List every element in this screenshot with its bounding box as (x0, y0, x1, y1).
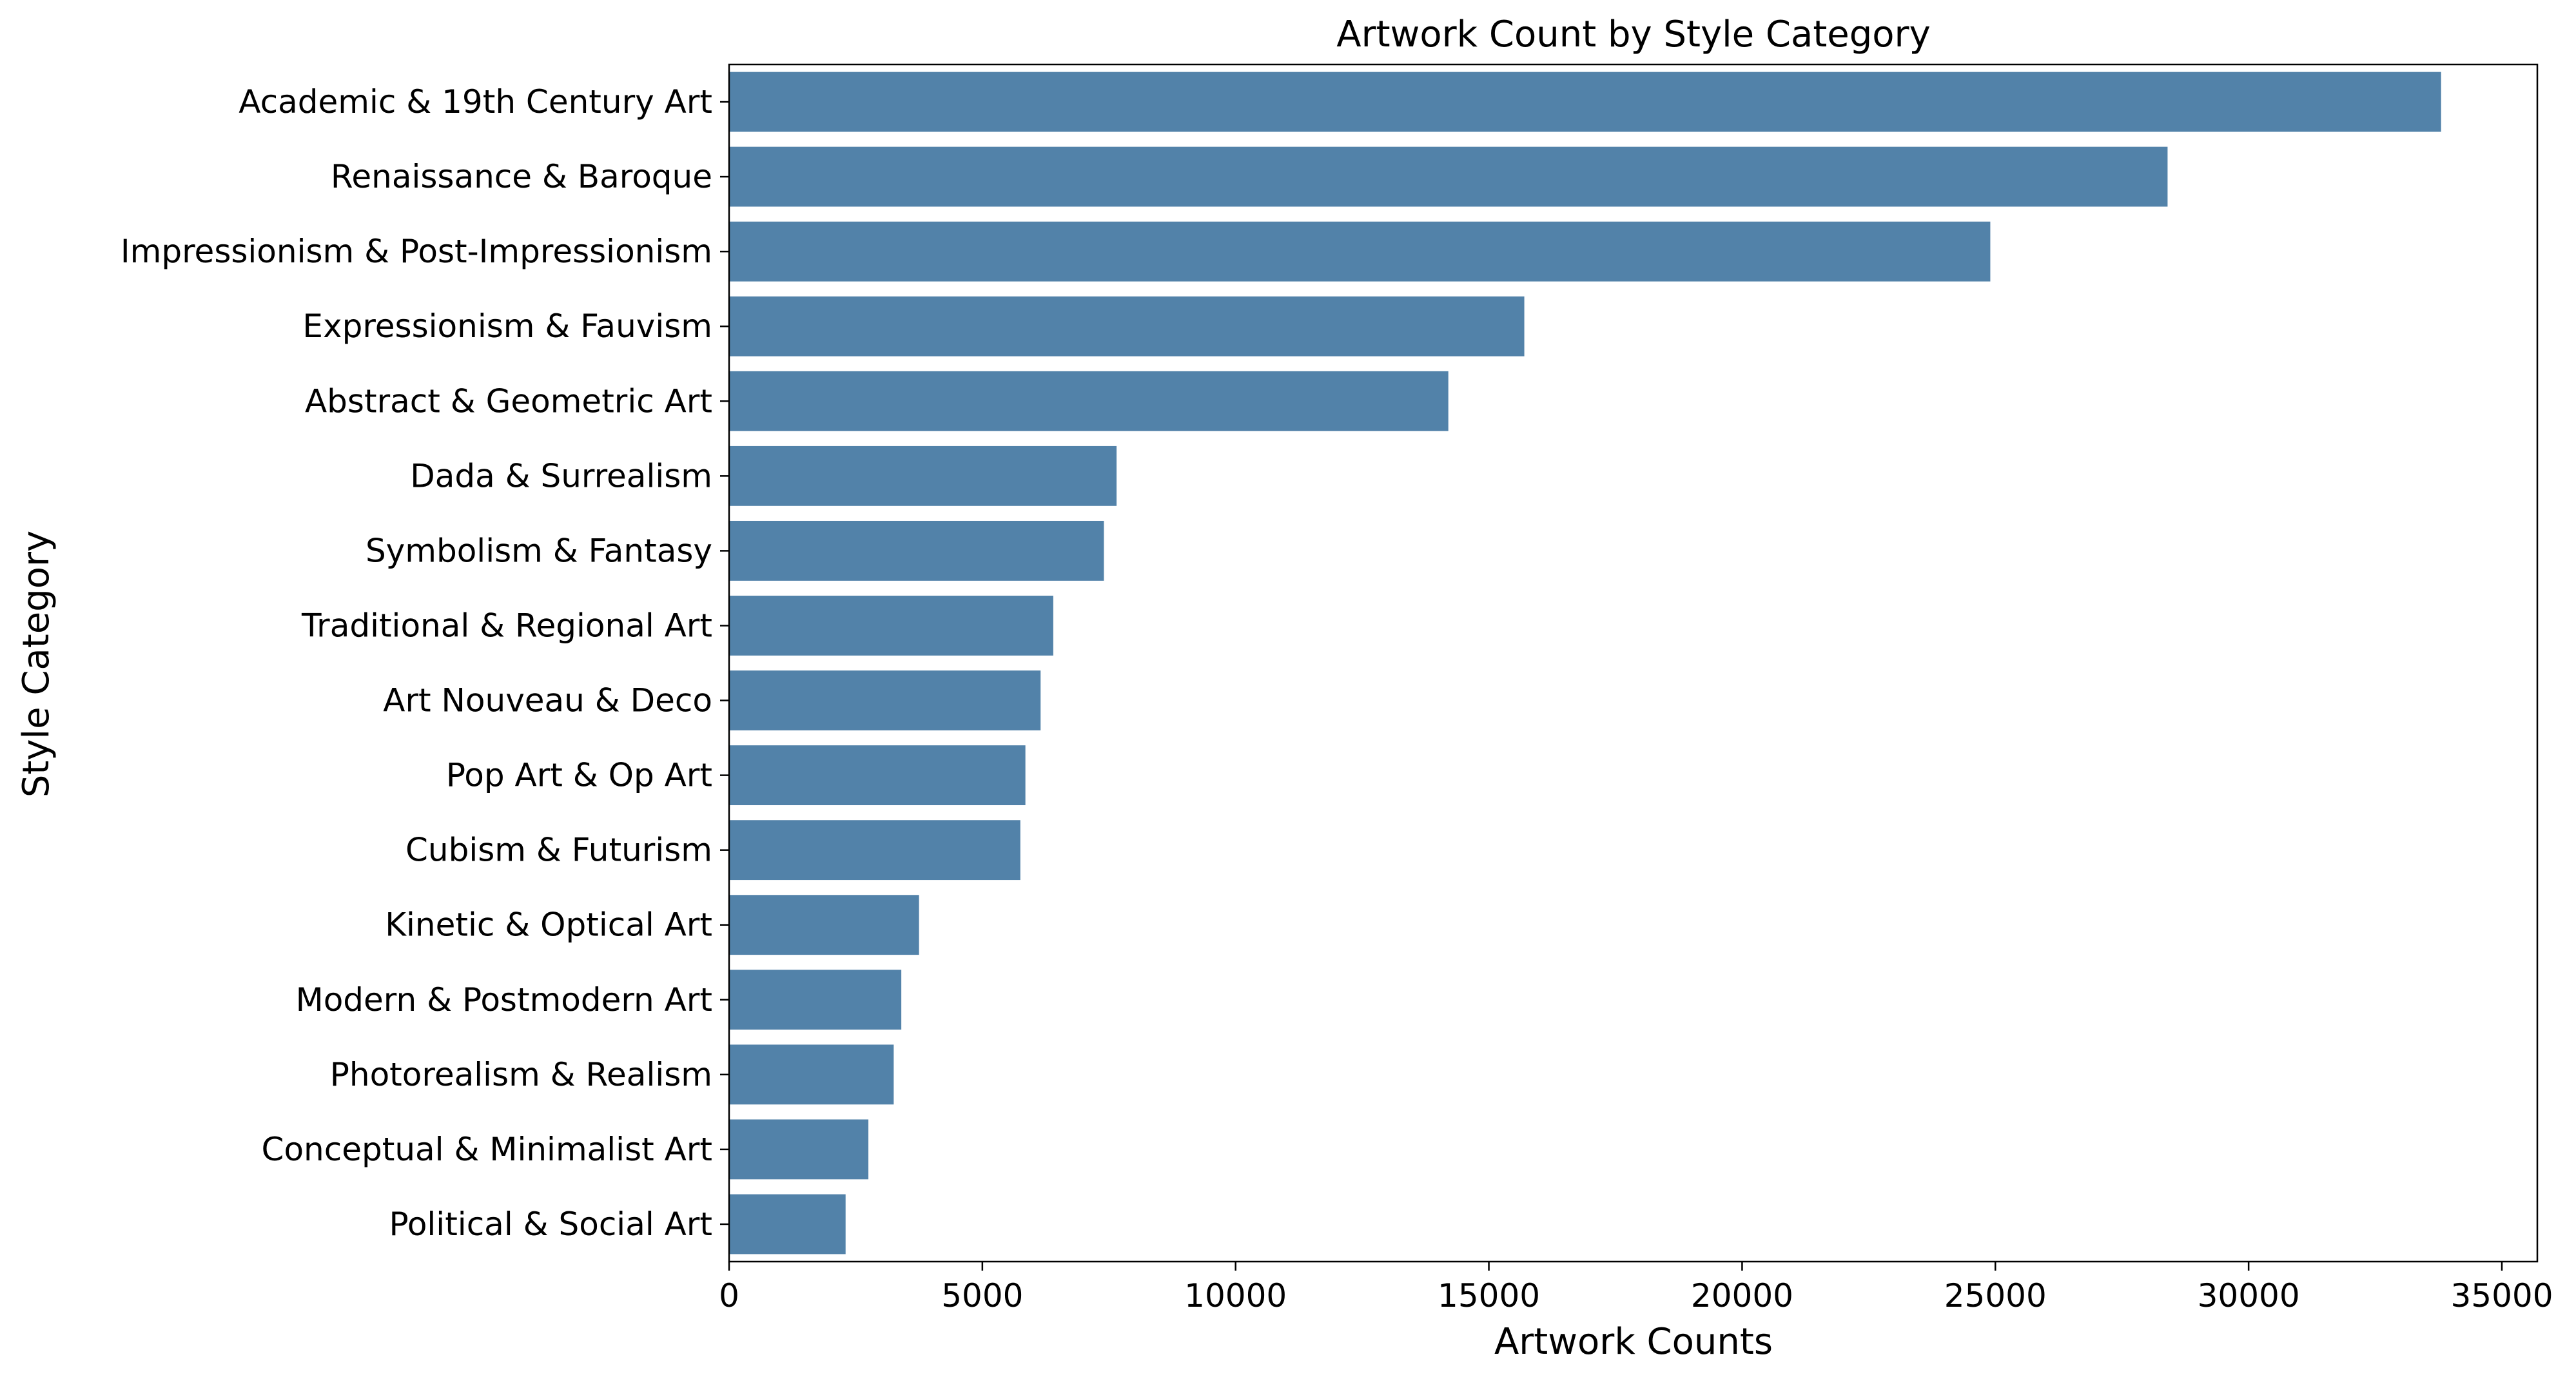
bar (729, 371, 1449, 431)
plot-frame (728, 63, 2539, 1263)
bar (729, 820, 1020, 881)
y-tick-label: Conceptual & Minimalist Art (262, 1131, 712, 1168)
y-tick-label: Symbolism & Fantasy (366, 532, 712, 569)
bar (729, 1044, 894, 1105)
y-tick-label: Abstract & Geometric Art (305, 382, 712, 420)
y-tick-label: Modern & Postmodern Art (296, 981, 712, 1019)
x-tick-label: 25000 (1944, 1277, 2047, 1314)
x-tick-label: 0 (719, 1277, 739, 1314)
bar (729, 1119, 869, 1180)
bar (729, 670, 1041, 730)
y-tick-label: Kinetic & Optical Art (385, 906, 712, 944)
x-tick-label: 5000 (941, 1277, 1023, 1314)
bar (729, 72, 2441, 132)
y-tick-label: Pop Art & Op Art (446, 757, 712, 794)
bar (729, 895, 919, 955)
bar (729, 520, 1104, 581)
bar (729, 596, 1053, 656)
chart-title: Artwork Count by Style Category (1336, 14, 1930, 55)
bar (729, 745, 1026, 806)
y-tick-label: Impressionism & Post-Impressionism (121, 233, 712, 270)
y-tick-label: Photorealism & Realism (330, 1056, 712, 1093)
bar (729, 445, 1117, 506)
y-tick-label: Art Nouveau & Deco (383, 682, 712, 719)
y-tick-label: Expressionism & Fauvism (302, 308, 712, 345)
bars-layer (729, 72, 2441, 1255)
bar (729, 221, 1991, 282)
x-tick-label: 20000 (1691, 1277, 1793, 1314)
y-tick-label: Traditional & Regional Art (301, 607, 712, 644)
y-axis-ticks: Academic & 19th Century Art Renaissance &… (121, 83, 729, 1243)
y-tick-label: Cubism & Futurism (405, 832, 712, 869)
bar (729, 296, 1525, 356)
y-tick-label: Political & Social Art (389, 1206, 712, 1243)
y-axis-label: Style Category (15, 531, 57, 797)
y-tick-label: Dada & Surrealism (410, 457, 712, 494)
x-axis-ticks: 0 5000 10000 15000 20000 25000 30000 35000 (719, 1262, 2553, 1314)
x-tick-label: 35000 (2450, 1277, 2553, 1314)
y-tick-label: Academic & 19th Century Art (239, 83, 712, 121)
bar (729, 146, 2168, 207)
bar (729, 970, 902, 1030)
x-tick-label: 10000 (1184, 1277, 1287, 1314)
y-tick-label: Renaissance & Baroque (331, 158, 712, 195)
x-axis-label: Artwork Counts (1494, 1321, 1773, 1363)
x-tick-label: 30000 (2198, 1277, 2300, 1314)
x-tick-label: 15000 (1438, 1277, 1540, 1314)
bar (729, 1194, 846, 1255)
